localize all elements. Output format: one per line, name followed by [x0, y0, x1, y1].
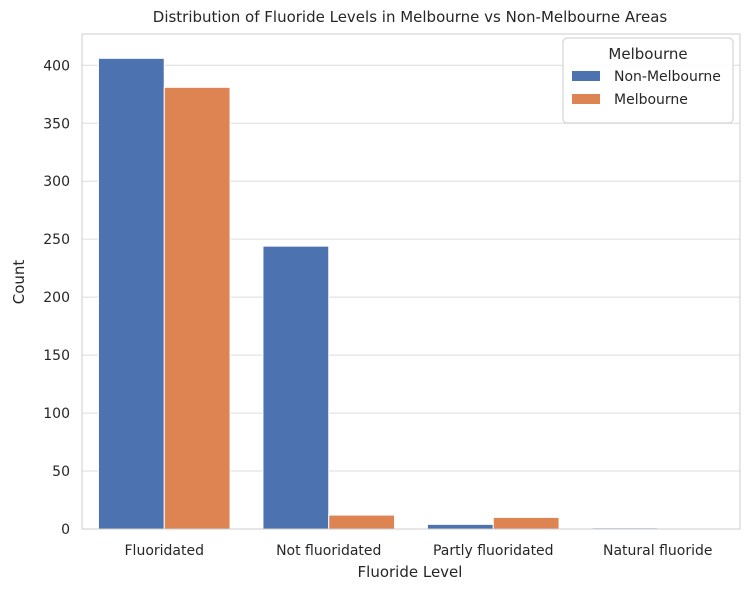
legend-frame	[562, 37, 734, 124]
x-tick-label: Natural fluoride	[603, 543, 713, 559]
x-tick-labels: Fluoridated Not fluoridated Partly fluorid…	[125, 543, 713, 559]
legend-swatch-melbourne	[572, 94, 600, 104]
x-tick-label: Partly fluoridated	[433, 543, 554, 559]
x-axis-label: Fluoride Level	[358, 563, 463, 581]
y-axis-label: Count	[10, 260, 28, 305]
bar-non-melbourne-not-fluoridated	[262, 245, 330, 530]
x-tick-label: Fluoridated	[125, 543, 204, 559]
axes-frame	[81, 33, 741, 530]
bar-melbourne-partly-fluoridated	[492, 516, 560, 530]
y-tick-labels: 0 50 100 150 200 250 300 350 400	[43, 58, 70, 538]
x-tick-label: Not fluoridated	[276, 543, 381, 559]
bar-non-melbourne-fluoridated	[97, 57, 165, 530]
bar-melbourne-fluoridated	[163, 86, 231, 530]
legend-label-non-melbourne: Non-Melbourne	[614, 69, 721, 85]
bar-non-melbourne-partly-fluoridated	[426, 523, 494, 530]
y-tick-label: 100	[43, 406, 70, 422]
y-tick-label: 250	[43, 232, 70, 248]
y-tick-label: 350	[43, 116, 70, 132]
y-tick-label: 150	[43, 348, 70, 364]
y-tick-label: 50	[52, 464, 70, 480]
legend-items: Non-Melbourne Melbourne	[572, 69, 721, 108]
chart-title: Distribution of Fluoride Levels in Melbo…	[153, 8, 668, 26]
y-tick-label: 0	[61, 522, 70, 538]
legend-title: Melbourne	[608, 45, 687, 63]
y-tick-label: 400	[43, 58, 70, 74]
y-tick-label: 300	[43, 174, 70, 190]
legend: Melbourne Non-Melbourne Melbourne	[562, 37, 734, 124]
legend-swatch-non-melbourne	[572, 71, 600, 81]
y-tick-label: 200	[43, 290, 70, 306]
legend-label-melbourne: Melbourne	[614, 92, 688, 108]
plot-frame	[81, 33, 741, 530]
bar-melbourne-not-fluoridated	[328, 514, 396, 530]
bars-layer	[97, 57, 659, 530]
